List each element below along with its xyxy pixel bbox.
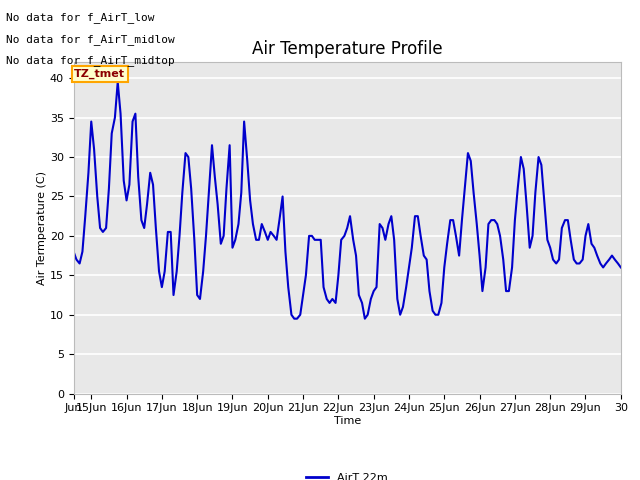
Y-axis label: Air Termperature (C): Air Termperature (C)	[37, 171, 47, 285]
Text: TZ_tmet: TZ_tmet	[74, 69, 125, 79]
Text: No data for f_AirT_low: No data for f_AirT_low	[6, 12, 155, 23]
Legend: AirT 22m: AirT 22m	[302, 468, 392, 480]
X-axis label: Time: Time	[333, 416, 361, 426]
Text: No data for f_AirT_midlow: No data for f_AirT_midlow	[6, 34, 175, 45]
Text: No data for f_AirT_midtop: No data for f_AirT_midtop	[6, 55, 175, 66]
Title: Air Temperature Profile: Air Temperature Profile	[252, 40, 442, 58]
